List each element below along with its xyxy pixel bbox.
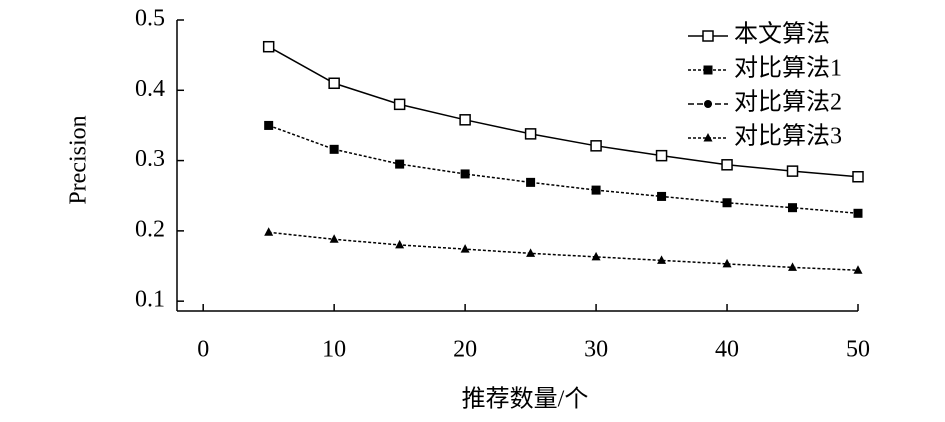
x-tick-label: 0 xyxy=(197,337,209,363)
data-point xyxy=(722,198,732,208)
data-point xyxy=(852,170,864,183)
legend-marker xyxy=(704,100,712,108)
x-tick-label: 50 xyxy=(846,337,870,363)
legend-label: 对比算法1 xyxy=(734,55,842,82)
data-point xyxy=(329,234,339,243)
legend-label: 本文算法 xyxy=(734,21,830,48)
data-point xyxy=(853,208,863,218)
legend-marker xyxy=(703,133,713,142)
legend-label: 对比算法3 xyxy=(734,123,842,150)
legend-marker xyxy=(703,65,713,75)
y-axis-label: Precision xyxy=(66,115,92,204)
data-point xyxy=(591,185,601,195)
data-point xyxy=(655,149,668,162)
data-point xyxy=(526,248,536,257)
data-point xyxy=(524,128,537,140)
data-point xyxy=(459,114,471,126)
y-tick-label: 0.1 xyxy=(135,287,165,313)
data-point xyxy=(329,144,339,154)
x-axis-label: 推荐数量/个 xyxy=(462,386,589,413)
y-tick-label: 0.4 xyxy=(135,76,165,102)
data-point xyxy=(853,265,863,274)
data-point xyxy=(395,239,405,249)
series-line xyxy=(268,46,859,178)
legend-marker xyxy=(702,30,714,42)
data-point xyxy=(393,98,406,111)
data-point xyxy=(786,165,799,177)
x-tick-label: 40 xyxy=(715,337,739,363)
data-point xyxy=(722,258,732,268)
data-point xyxy=(590,140,602,152)
data-point xyxy=(788,203,798,213)
y-tick-label: 0.5 xyxy=(135,6,165,32)
data-point xyxy=(328,77,340,90)
series-line xyxy=(268,124,859,215)
data-point xyxy=(460,244,470,253)
data-point xyxy=(788,262,798,271)
data-point xyxy=(721,159,733,171)
legend-label: 对比算法2 xyxy=(734,89,842,116)
data-point xyxy=(591,251,601,261)
y-tick-label: 0.3 xyxy=(135,146,165,172)
data-point xyxy=(262,40,275,53)
data-point xyxy=(460,169,470,179)
x-tick-label: 10 xyxy=(322,337,346,363)
data-point xyxy=(526,177,536,187)
series-line xyxy=(268,231,859,271)
data-point xyxy=(264,120,274,130)
data-point xyxy=(657,191,667,201)
data-point xyxy=(264,227,274,236)
data-point xyxy=(395,159,405,169)
y-tick-label: 0.2 xyxy=(135,216,165,242)
x-tick-label: 20 xyxy=(453,337,477,363)
x-tick-label: 30 xyxy=(584,337,608,363)
data-point xyxy=(657,255,667,264)
